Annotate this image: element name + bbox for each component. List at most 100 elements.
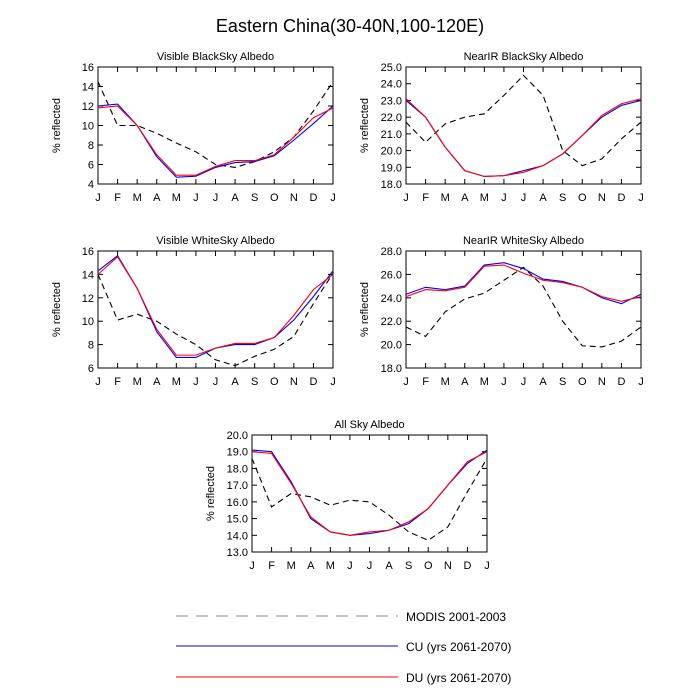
x-tick-label: A <box>307 560 315 572</box>
series-line-du <box>251 451 488 536</box>
series-line-modis <box>405 74 642 167</box>
panel-title: Visible BlackSky Albedo <box>157 51 274 63</box>
x-tick-label: J <box>193 192 199 204</box>
x-tick-label: J <box>249 560 255 572</box>
x-tick-label: N <box>598 192 606 204</box>
y-tick-label: 14 <box>82 82 94 94</box>
y-tick-label: 20.0 <box>381 340 402 352</box>
x-tick-label: N <box>598 376 606 388</box>
x-tick-label: A <box>231 192 239 204</box>
x-tick-label: D <box>309 192 317 204</box>
series-line-cu <box>97 254 334 359</box>
series-line-modis <box>405 266 642 348</box>
x-tick-label: J <box>95 192 101 204</box>
x-tick-label: O <box>578 192 587 204</box>
x-tick-label: J <box>347 560 353 572</box>
x-tick-label: F <box>114 192 121 204</box>
y-tick-label: 4 <box>88 179 94 191</box>
x-tick-label: F <box>422 376 429 388</box>
y-tick-label: 23.0 <box>381 95 402 107</box>
x-tick-label: A <box>153 192 161 204</box>
x-tick-label: M <box>480 192 489 204</box>
y-tick-label: 16 <box>82 246 94 258</box>
series-line-modis <box>97 272 334 367</box>
series-line-du <box>97 256 334 356</box>
y-tick-label: 6 <box>88 363 94 375</box>
x-tick-label: O <box>578 376 587 388</box>
x-tick-label: O <box>424 560 433 572</box>
x-tick-label: M <box>441 376 450 388</box>
y-tick-label: 18.0 <box>227 463 248 475</box>
y-tick-label: 25.0 <box>381 62 402 74</box>
x-tick-label: S <box>251 192 258 204</box>
legend-entry-du: DU (yrs 2061-2070) <box>176 671 511 685</box>
x-tick-label: J <box>213 376 219 388</box>
y-axis-label: % reflected <box>359 98 371 153</box>
x-tick-label: F <box>422 192 429 204</box>
x-tick-label: N <box>444 560 452 572</box>
y-tick-label: 24.0 <box>381 79 402 91</box>
series-line-cu <box>405 262 642 305</box>
legend-label-modis: MODIS 2001-2003 <box>406 610 506 624</box>
x-tick-label: D <box>463 560 471 572</box>
y-tick-label: 18.0 <box>381 179 402 191</box>
y-axis-label: % reflected <box>359 282 371 337</box>
x-tick-label: F <box>114 376 121 388</box>
y-tick-label: 16 <box>82 62 94 74</box>
y-tick-label: 13.0 <box>227 547 248 559</box>
x-tick-label: J <box>193 376 199 388</box>
y-axis-label: % reflected <box>51 282 63 337</box>
series-line-cu <box>251 449 488 536</box>
x-tick-label: J <box>403 192 409 204</box>
x-tick-label: M <box>480 376 489 388</box>
x-tick-label: D <box>309 376 317 388</box>
x-tick-label: S <box>559 376 566 388</box>
y-tick-label: 8 <box>88 140 94 152</box>
x-tick-label: D <box>617 376 625 388</box>
plot-frame <box>405 66 642 185</box>
y-tick-label: 17.0 <box>227 480 248 492</box>
x-tick-label: O <box>270 376 279 388</box>
y-tick-label: 26.0 <box>381 269 402 281</box>
x-tick-label: J <box>638 192 644 204</box>
x-tick-label: J <box>403 376 409 388</box>
x-tick-label: N <box>290 376 298 388</box>
series-line-cu <box>405 99 642 178</box>
y-tick-label: 19.0 <box>227 447 248 459</box>
series-line-du <box>405 98 642 178</box>
x-tick-label: N <box>290 192 298 204</box>
y-tick-label: 22.0 <box>381 316 402 328</box>
x-tick-label: M <box>172 376 181 388</box>
x-tick-label: S <box>251 376 258 388</box>
y-tick-label: 24.0 <box>381 293 402 305</box>
x-tick-label: D <box>617 192 625 204</box>
y-tick-label: 14.0 <box>227 530 248 542</box>
x-tick-label: J <box>521 192 527 204</box>
series-line-du <box>405 264 642 302</box>
y-tick-label: 19.0 <box>381 162 402 174</box>
x-tick-label: J <box>213 192 219 204</box>
x-tick-label: J <box>330 376 336 388</box>
panel-title: Visible WhiteSky Albedo <box>156 235 274 247</box>
x-tick-label: A <box>385 560 393 572</box>
y-tick-label: 15.0 <box>227 514 248 526</box>
y-tick-label: 22.0 <box>381 112 402 124</box>
y-tick-label: 20.0 <box>381 146 402 158</box>
y-tick-label: 10 <box>82 121 94 133</box>
panel-title: NearIR WhiteSky Albedo <box>463 235 584 247</box>
x-tick-label: A <box>153 376 161 388</box>
x-tick-label: M <box>287 560 296 572</box>
x-tick-label: M <box>441 192 450 204</box>
x-tick-label: M <box>326 560 335 572</box>
legend-label-cu: CU (yrs 2061-2070) <box>406 640 511 654</box>
y-tick-label: 12 <box>82 293 94 305</box>
y-tick-label: 12 <box>82 101 94 113</box>
x-tick-label: M <box>133 376 142 388</box>
legend-entry-modis: MODIS 2001-2003 <box>176 610 506 624</box>
x-tick-label: J <box>95 376 101 388</box>
y-tick-label: 28.0 <box>381 246 402 258</box>
